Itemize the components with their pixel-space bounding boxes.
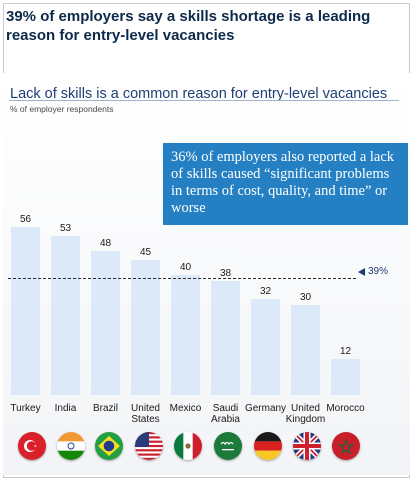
category-label-mexico: Mexico: [170, 403, 202, 414]
value-label-saudi-arabia: 38: [220, 268, 232, 279]
value-label-india: 53: [60, 223, 72, 234]
category-label-turkey: Turkey: [10, 403, 40, 414]
callout-box: 36% of employers also reported a lack of…: [163, 143, 408, 225]
value-label-united-kingdom: 30: [300, 292, 312, 303]
morocco-flag-icon: [332, 432, 360, 460]
germany-flag-icon: [254, 432, 282, 460]
mexico-flag-icon: [174, 432, 202, 460]
bar-germany: [251, 299, 280, 395]
brazil-flag-icon: [95, 432, 123, 460]
bar-turkey: [11, 227, 40, 395]
headline: 39% of employers say a skills shortage i…: [6, 8, 371, 44]
bar-united-kingdom: [291, 305, 320, 395]
bar-morocco: [331, 359, 360, 395]
value-label-morocco: 12: [340, 346, 352, 357]
reference-label: 39%: [368, 266, 389, 277]
category-label-india: India: [55, 403, 77, 414]
bar-mexico: [171, 275, 200, 395]
value-label-germany: 32: [260, 286, 272, 297]
category-label-united-states-line2: States: [131, 414, 159, 425]
category-label-germany: Germany: [245, 403, 286, 414]
value-label-united-states: 45: [140, 247, 152, 258]
category-label-morocco: Morocco: [326, 403, 365, 414]
saudi-arabia-flag-icon: [214, 432, 242, 460]
category-label-saudi-arabia-line2: Arabia: [211, 414, 240, 425]
bar-brazil: [91, 251, 120, 395]
bar-saudi-arabia: [211, 281, 240, 395]
bar-united-states: [131, 260, 160, 395]
category-label-brazil: Brazil: [93, 403, 118, 414]
turkey-flag-icon: [18, 432, 46, 460]
category-label-united-states-line1: United: [131, 403, 160, 414]
uk-flag-icon: [293, 432, 321, 460]
usa-flag-icon: [135, 432, 163, 460]
chart-title: Lack of skills is a common reason for en…: [10, 86, 388, 102]
bar-india: [51, 236, 80, 395]
chart-subtitle: % of employer respondents: [10, 104, 114, 114]
category-label-united-kingdom-line1: United: [291, 403, 320, 414]
category-label-saudi-arabia-line1: Saudi: [213, 403, 239, 414]
title-underline: [9, 100, 399, 101]
reference-arrow-icon: [358, 268, 365, 276]
category-label-united-kingdom-line2: Kingdom: [286, 414, 325, 425]
value-label-brazil: 48: [100, 238, 112, 249]
value-label-mexico: 40: [180, 262, 192, 273]
value-label-turkey: 56: [20, 214, 32, 225]
india-flag-icon: [57, 432, 85, 460]
